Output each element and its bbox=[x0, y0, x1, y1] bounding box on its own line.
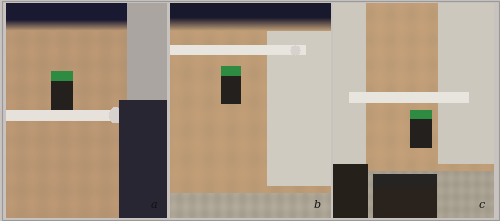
Text: b: b bbox=[314, 200, 321, 210]
Text: a: a bbox=[150, 200, 158, 210]
Text: c: c bbox=[478, 200, 484, 210]
